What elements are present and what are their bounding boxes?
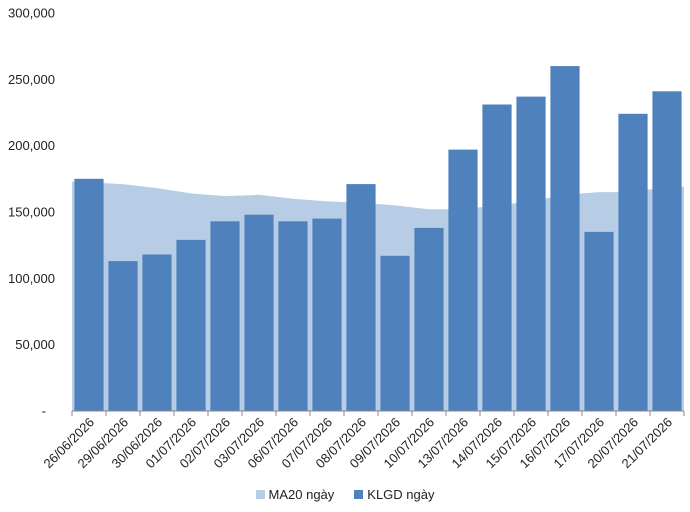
- bar-15/07/2026: [516, 96, 546, 411]
- y-tick-label: 250,000: [8, 72, 55, 87]
- legend-item-klgd: KLGD ngày: [354, 487, 434, 502]
- legend: MA20 ngày KLGD ngày: [0, 487, 690, 502]
- legend-swatch-klgd: [354, 490, 364, 499]
- bar-20/07/2026: [618, 113, 648, 412]
- legend-swatch-ma20: [255, 490, 265, 499]
- bar-14/07/2026: [482, 104, 512, 411]
- bar-10/07/2026: [414, 227, 444, 411]
- legend-label-klgd: KLGD ngày: [367, 487, 435, 502]
- y-tick-label: 300,000: [8, 6, 55, 21]
- bar-13/07/2026: [448, 149, 478, 411]
- bar-26/06/2026: [74, 178, 104, 411]
- bar-21/07/2026: [652, 91, 682, 412]
- bar-03/07/2026: [244, 214, 274, 411]
- bar-16/07/2026: [550, 66, 580, 411]
- bar-29/06/2026: [108, 261, 138, 411]
- y-tick-label: 50,000: [15, 337, 55, 352]
- bar-08/07/2026: [346, 184, 376, 411]
- y-tick-label: 200,000: [8, 138, 55, 153]
- bar-09/07/2026: [380, 255, 410, 411]
- bar-layer: [74, 66, 682, 412]
- legend-label-ma20: MA20 ngày: [268, 487, 335, 502]
- bar-02/07/2026: [210, 221, 240, 411]
- legend-item-ma20: MA20 ngày: [255, 487, 335, 502]
- bar-06/07/2026: [278, 221, 308, 411]
- bar-07/07/2026: [312, 218, 342, 411]
- bar-01/07/2026: [176, 239, 206, 411]
- y-tick-label: 150,000: [8, 205, 55, 220]
- bar-30/06/2026: [142, 254, 172, 411]
- y-tick-label: -: [42, 404, 46, 419]
- bar-17/07/2026: [584, 231, 614, 411]
- y-tick-label: 100,000: [8, 271, 55, 286]
